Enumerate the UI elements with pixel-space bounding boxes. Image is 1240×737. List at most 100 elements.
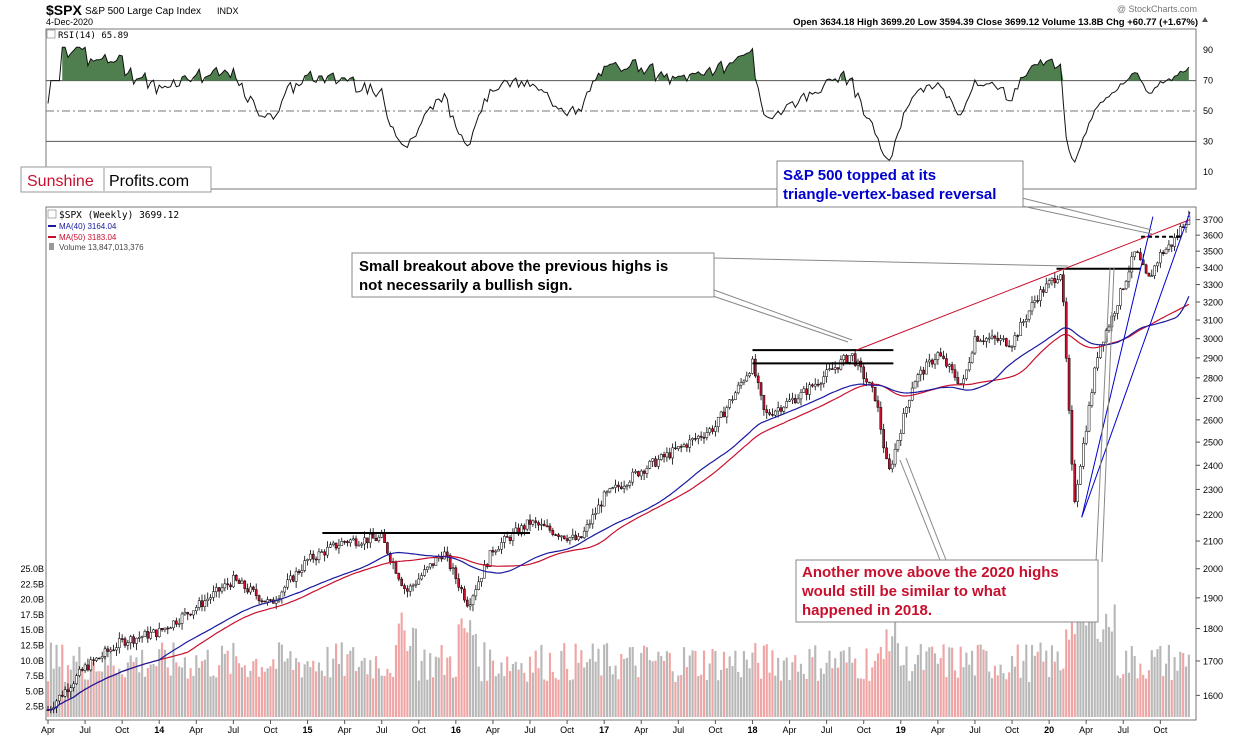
volume-bar	[89, 667, 92, 717]
candle-body	[217, 587, 221, 592]
volume-bar	[1030, 644, 1034, 717]
candle-body	[1161, 252, 1165, 255]
candle-body	[1173, 237, 1176, 247]
volume-bar	[788, 679, 791, 717]
candle-body	[420, 575, 423, 580]
candle-body	[562, 535, 566, 539]
volume-bar	[671, 671, 674, 717]
volume-bar	[377, 668, 380, 717]
candle-body	[745, 375, 749, 382]
candle-body	[1087, 405, 1091, 432]
volume-bar	[951, 647, 954, 717]
volume-bar	[988, 671, 991, 717]
volume-bar	[751, 652, 754, 717]
candle-body	[1030, 302, 1034, 312]
ma40-line	[47, 296, 1190, 711]
candle-body	[910, 387, 914, 401]
volume-bar	[1102, 629, 1105, 717]
volume-bar	[64, 681, 67, 717]
volume-bar	[822, 673, 825, 717]
time-tick-label: Oct	[263, 725, 278, 735]
annotation-text: happened in 2018.	[802, 602, 932, 619]
volume-bar	[403, 630, 406, 717]
volume-tick-label: 17.5B	[20, 610, 44, 620]
volume-bar	[252, 661, 255, 717]
volume-bar	[856, 678, 860, 717]
volume-bar	[101, 671, 104, 717]
candle-body	[1067, 357, 1071, 411]
volume-bar	[1048, 676, 1051, 717]
volume-bar	[457, 624, 460, 717]
callout-pointer	[905, 457, 947, 561]
volume-bar	[163, 649, 167, 717]
volume-bar	[990, 678, 994, 717]
price-tick-label: 2600	[1203, 415, 1223, 425]
candle-body	[793, 398, 797, 404]
candle-body	[939, 352, 943, 357]
price-tick-label: 3500	[1203, 247, 1223, 257]
candle-body	[890, 463, 894, 470]
volume-bar	[662, 660, 666, 717]
volume-bar	[126, 662, 129, 717]
candle-body	[885, 447, 888, 460]
volume-bar	[882, 659, 885, 717]
candle-body	[368, 533, 372, 544]
candle-body	[694, 438, 697, 440]
volume-bar	[412, 627, 415, 717]
index-name: S&P 500 Large Cap Index	[85, 6, 201, 17]
candle-body	[682, 444, 686, 447]
candle-body	[137, 637, 141, 639]
candle-body	[314, 558, 318, 561]
volume-bar	[329, 677, 332, 717]
rsi-overbought-area	[672, 74, 687, 81]
volume-bar	[757, 662, 760, 717]
volume-bar	[489, 649, 492, 717]
volume-bar	[871, 667, 874, 717]
volume-bar	[905, 646, 908, 717]
exchange: INDX	[217, 6, 239, 16]
candle-body	[100, 656, 104, 659]
candle-body	[152, 629, 155, 633]
volume-bar	[1053, 661, 1056, 717]
time-tick-label: 20	[1044, 725, 1054, 735]
candle-body	[72, 683, 75, 688]
volume-bar	[417, 680, 420, 717]
candle-body	[488, 550, 492, 568]
candle-body	[1084, 430, 1088, 444]
candle-body	[1033, 300, 1037, 303]
candle-body	[508, 536, 512, 541]
candle-body	[522, 525, 526, 530]
rsi-tick-label: 50	[1203, 106, 1213, 116]
scroll-up-icon[interactable]	[1202, 17, 1208, 22]
candle-body	[528, 519, 532, 525]
volume-bar	[1110, 631, 1113, 717]
volume-bar	[235, 656, 238, 717]
candle-body	[622, 485, 626, 489]
volume-bar	[554, 678, 557, 717]
candle-body	[739, 382, 743, 386]
candle-body	[699, 435, 703, 438]
volume-bar	[55, 644, 58, 717]
candle-body	[956, 377, 960, 384]
volume-tick-label: 2.5B	[25, 702, 44, 712]
volume-bar	[226, 650, 229, 717]
time-tick-label: Oct	[412, 725, 427, 735]
candle-body	[112, 649, 115, 652]
volume-bar	[702, 650, 706, 717]
candle-body	[189, 613, 192, 616]
candle-body	[842, 355, 846, 360]
volume-bar	[794, 655, 797, 717]
price-tick-label: 2400	[1203, 461, 1223, 471]
candle-body	[1113, 313, 1117, 317]
volume-bar	[608, 666, 611, 717]
annotation-text: triangle-vertex-based reversal	[783, 186, 996, 203]
volume-bar	[474, 633, 477, 717]
candle-body	[1170, 244, 1174, 247]
candle-body	[1076, 484, 1079, 502]
volume-bar	[1013, 666, 1016, 717]
volume-bar	[945, 677, 948, 717]
volume-bar	[913, 664, 917, 717]
candle-body	[123, 638, 127, 646]
volume-bar	[634, 665, 637, 717]
rsi-tick-label: 90	[1203, 45, 1213, 55]
